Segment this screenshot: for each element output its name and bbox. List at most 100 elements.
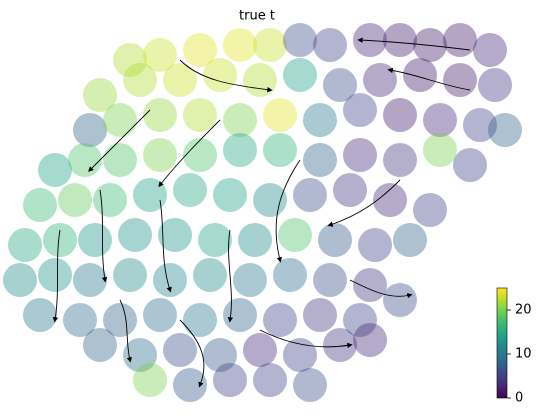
point [243,333,277,367]
point [233,263,267,297]
point [383,98,417,132]
point [423,103,457,137]
point [183,303,217,337]
point [303,143,337,177]
streamline [275,159,301,263]
point [473,33,507,67]
point [363,63,397,97]
point [23,298,57,332]
streamline [158,119,221,188]
point [323,68,357,102]
point [323,328,357,362]
point [353,23,387,57]
point [353,268,387,302]
point [273,258,307,292]
point [143,138,177,172]
point [343,93,377,127]
point [63,303,97,337]
streamline [227,229,234,323]
point [183,138,217,172]
point [333,173,367,207]
point [278,218,312,252]
streamline [179,319,205,388]
colorbar-tick-label: 10 [515,347,532,362]
point [143,298,177,332]
point [283,338,317,372]
streamline [327,179,401,227]
point [8,228,42,262]
point [293,178,327,212]
streamline [52,229,61,323]
point [283,23,317,57]
point [223,133,257,167]
streamlines [52,37,471,388]
point [383,283,417,317]
point [183,98,217,132]
point [393,223,427,257]
point [343,138,377,172]
point [263,133,297,167]
streamline [119,299,132,363]
point [143,38,177,72]
point [303,298,337,332]
point [343,303,377,337]
point [283,58,317,92]
point [383,143,417,177]
point [373,183,407,217]
point [413,193,447,227]
point [313,28,347,62]
colorbar-tick-label: 20 [515,303,532,318]
streamline [159,199,172,293]
streamline [387,67,471,91]
point [423,133,457,167]
point [358,228,392,262]
point [173,368,207,402]
colorbar-body [496,287,508,399]
point [93,183,127,217]
point [263,98,297,132]
point [488,113,522,147]
point [353,323,387,357]
point [198,223,232,257]
point [113,258,147,292]
points [3,23,522,402]
streamline [179,59,273,93]
point [43,223,77,257]
point [73,113,107,147]
colorbar: 0 10 20 [496,287,532,406]
point [3,263,37,297]
colorbar-tick-label: 0 [515,391,523,406]
point [203,338,237,372]
streamline [99,189,108,283]
point [213,363,247,397]
point [243,63,277,97]
streamline [259,329,353,349]
point [453,148,487,182]
point [293,368,327,402]
streamline [349,279,413,299]
chart-title: true t [239,9,275,24]
point [203,58,237,92]
point [23,188,57,222]
point [403,58,437,92]
point [78,223,112,257]
point [253,183,287,217]
point [478,68,512,102]
streamline [357,37,471,51]
point [83,78,117,112]
point [173,173,207,207]
point [58,183,92,217]
point [383,23,417,57]
point [38,258,72,292]
point [443,63,477,97]
point [238,223,272,257]
point [443,23,477,57]
point [313,263,347,297]
point [223,28,257,62]
point [183,33,217,67]
point [463,108,497,142]
point [193,258,227,292]
point [163,63,197,97]
streamline [88,109,151,172]
point [223,298,257,332]
